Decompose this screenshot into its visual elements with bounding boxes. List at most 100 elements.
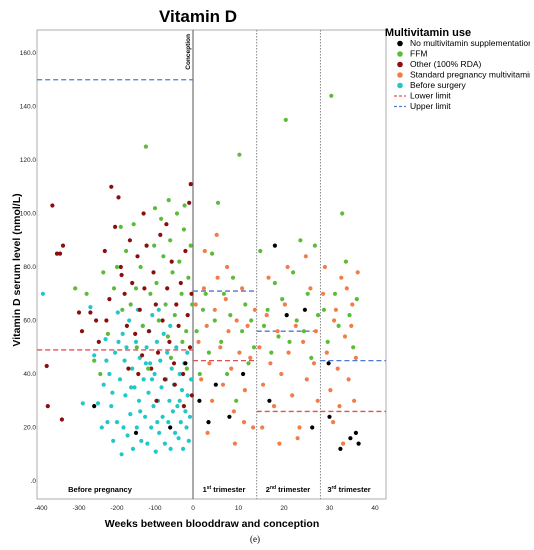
point-standard-pregnancy-multivitamin-40 [297, 425, 302, 430]
point-standard-pregnancy-multivitamin-57 [335, 366, 340, 371]
point-ffm-31 [181, 227, 186, 232]
point-ffm-23 [163, 302, 168, 307]
point-ffm-65 [261, 323, 267, 328]
legend-label-other-100-rda-: Other (100% RDA) [410, 59, 481, 69]
point-before-surgery-52 [167, 398, 172, 403]
point-ffm-12 [134, 345, 139, 350]
y-axis-label: Vitamin D serum level (nmol/L) [11, 193, 23, 346]
point-ffm-2 [92, 358, 97, 363]
point-before-surgery-80 [92, 353, 97, 358]
point-standard-pregnancy-multivitamin-7 [212, 307, 217, 312]
point-ffm-51 [215, 200, 221, 205]
point-other-100-rda--25 [137, 307, 142, 312]
point-standard-pregnancy-multivitamin-48 [303, 254, 308, 259]
point-ffm-34 [188, 243, 193, 248]
point-ffm-18 [152, 243, 157, 248]
point-other-100-rda--5 [59, 417, 64, 422]
plot-area [36, 29, 387, 500]
point-ffm-75 [298, 238, 303, 243]
point-other-100-rda--19 [122, 291, 127, 296]
point-no-multivitamin-supplementation-16 [348, 436, 353, 441]
point-before-surgery-79 [185, 350, 190, 355]
y-tick-4: 80.0 [23, 264, 36, 271]
point-before-surgery-76 [156, 307, 161, 312]
point-standard-pregnancy-multivitamin-45 [315, 398, 320, 403]
point-other-100-rda--42 [176, 323, 181, 328]
point-other-100-rda--4 [57, 251, 63, 256]
point-other-100-rda--7 [76, 310, 82, 315]
period-boundaries: Conception [185, 30, 321, 499]
point-ffm-52 [219, 339, 224, 344]
point-before-surgery-35 [148, 361, 153, 366]
point-ffm-53 [221, 291, 226, 296]
point-before-surgery-69 [186, 438, 191, 443]
point-standard-pregnancy-multivitamin-24 [225, 264, 230, 270]
point-ffm-81 [321, 307, 327, 312]
point-ffm-20 [156, 318, 161, 323]
point-ffm-66 [265, 307, 270, 312]
point-other-100-rda--54 [118, 264, 123, 270]
point-standard-pregnancy-multivitamin-36 [282, 302, 287, 307]
point-other-100-rda--35 [160, 318, 165, 323]
point-other-100-rda--14 [107, 297, 112, 302]
point-ffm-26 [170, 270, 175, 275]
point-other-100-rda--46 [185, 313, 190, 318]
point-before-surgery-38 [151, 404, 156, 409]
point-standard-pregnancy-multivitamin-69 [333, 307, 338, 312]
point-other-100-rda--55 [181, 404, 186, 409]
point-before-surgery-0 [40, 291, 46, 296]
x-tick-2: -200 [110, 505, 123, 512]
point-before-surgery-67 [184, 425, 189, 430]
point-before-surgery-61 [177, 371, 182, 377]
point-standard-pregnancy-multivitamin-66 [344, 286, 349, 291]
point-other-100-rda--29 [146, 329, 151, 334]
point-before-surgery-87 [143, 361, 148, 366]
x-axis-label: Weeks between blooddraw and conception [105, 518, 320, 530]
point-standard-pregnancy-multivitamin-60 [346, 377, 351, 382]
point-other-100-rda--1 [45, 404, 50, 409]
point-standard-pregnancy-multivitamin-4 [204, 323, 209, 328]
point-ffm-87 [343, 259, 348, 264]
point-other-100-rda--27 [142, 286, 147, 291]
point-standard-pregnancy-multivitamin-21 [251, 425, 256, 430]
point-ffm-3 [98, 371, 103, 377]
point-standard-pregnancy-multivitamin-65 [337, 404, 342, 409]
region-label-2: 2nd trimester [266, 485, 311, 494]
point-other-100-rda--43 [178, 280, 183, 286]
legend-label-no-multivitamin-supplementation: No multivitamin supplementation [410, 38, 533, 48]
point-standard-pregnancy-multivitamin-63 [322, 264, 327, 270]
point-other-100-rda--53 [141, 211, 146, 216]
point-no-multivitamin-supplementation-13 [310, 425, 315, 430]
y-tick-3: 60.0 [23, 318, 36, 325]
point-ffm-46 [200, 307, 206, 312]
point-no-multivitamin-supplementation-6 [213, 382, 218, 387]
point-standard-pregnancy-multivitamin-26 [232, 441, 237, 446]
legend-title: Multivitamin use [385, 27, 471, 39]
point-before-surgery-60 [176, 436, 181, 441]
point-other-100-rda--16 [113, 224, 118, 229]
point-ffm-24 [165, 334, 170, 339]
point-standard-pregnancy-multivitamin-12 [226, 329, 231, 334]
point-standard-pregnancy-multivitamin-20 [248, 355, 253, 360]
point-standard-pregnancy-multivitamin-52 [260, 425, 265, 430]
point-other-100-rda--58 [136, 371, 141, 377]
point-no-multivitamin-supplementation-10 [284, 313, 289, 318]
point-ffm-77 [305, 291, 310, 296]
point-ffm-7 [114, 264, 120, 270]
point-standard-pregnancy-multivitamin-14 [231, 409, 236, 414]
legend-marker-before-surgery [397, 82, 403, 89]
point-other-100-rda--15 [109, 184, 114, 189]
point-before-surgery-26 [136, 398, 142, 403]
y-tick-0: .0 [31, 478, 37, 485]
point-before-surgery-40 [153, 449, 158, 454]
point-before-surgery-4 [99, 425, 104, 430]
point-ffm-10 [128, 302, 133, 307]
point-other-100-rda--34 [158, 232, 163, 237]
point-other-100-rda--45 [183, 248, 188, 254]
point-ffm-83 [329, 93, 334, 98]
point-ffm-32 [184, 329, 189, 334]
point-standard-pregnancy-multivitamin-38 [290, 393, 295, 398]
point-other-100-rda--37 [165, 286, 170, 291]
point-ffm-72 [287, 339, 292, 344]
point-ffm-11 [131, 222, 136, 227]
